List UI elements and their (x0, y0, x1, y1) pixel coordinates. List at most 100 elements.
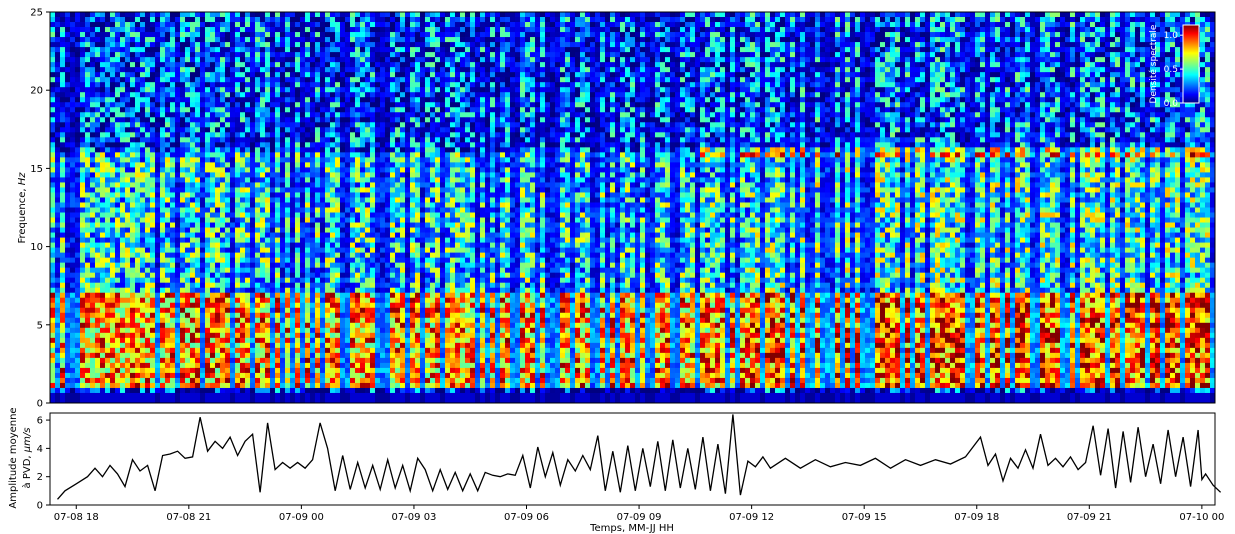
spectrogram-cell (150, 47, 156, 53)
spectrogram-cell (325, 212, 331, 218)
spectrogram-cell (215, 312, 221, 319)
spectrogram-cell (210, 312, 216, 319)
spectrogram-cell (75, 12, 81, 18)
spectrogram-cell (340, 127, 346, 133)
spectrogram-cell (140, 172, 146, 178)
spectrogram-cell (325, 227, 331, 233)
spectrogram-cell (335, 47, 341, 53)
spectrogram-cell (220, 157, 226, 163)
spectrogram-cell (270, 232, 276, 238)
spectrogram-cell (110, 172, 116, 178)
spectrogram-cell (215, 342, 221, 349)
spectrogram-cell (80, 272, 86, 279)
spectrogram-cell (155, 22, 161, 28)
spectrogram-cell (100, 47, 106, 53)
spectrogram-cell (270, 172, 276, 178)
spectrogram-cell (295, 372, 301, 379)
spectrogram-cell (300, 152, 306, 158)
spectrogram-cell (170, 22, 176, 28)
spectrogram-cell (170, 167, 176, 173)
spectrogram-cell (230, 47, 236, 53)
spectrogram-cell (75, 187, 81, 193)
spectrogram-cell (335, 222, 341, 228)
spectrogram-cell (130, 297, 136, 304)
spectrogram-cell (85, 157, 91, 163)
spectrogram-cell (110, 177, 116, 183)
spectrogram-cell (210, 307, 216, 314)
spectrogram-cell (70, 177, 76, 183)
spectrogram-cell (175, 382, 181, 389)
spectrogram-cell (80, 112, 86, 118)
spectrogram-cell (160, 312, 166, 319)
spectrogram-cell (335, 217, 341, 223)
spectrogram-cell (210, 187, 216, 193)
spectrogram-cell (310, 307, 316, 314)
spectrogram-cell (70, 17, 76, 23)
spectrogram-cell (140, 112, 146, 118)
spectrogram-cell (225, 127, 231, 133)
spectrogram-cell (110, 32, 116, 38)
spectrogram-cell (335, 42, 341, 48)
spectrogram-cell (190, 357, 196, 364)
spectrogram-cell (245, 67, 251, 73)
spectrogram-cell (290, 117, 296, 123)
spectrogram-cell (145, 397, 151, 404)
spectrogram-cell (100, 352, 106, 359)
spectrogram-cell (335, 32, 341, 38)
spectrogram-cell (95, 132, 101, 138)
spectrogram-cell (85, 107, 91, 113)
spectrogram-cell (65, 12, 71, 18)
spectrogram-cell (200, 217, 206, 223)
spectrogram-cell (270, 97, 276, 103)
spectrogram-cell (270, 362, 276, 369)
spectrogram-cell (60, 167, 66, 173)
spectrogram-cell (50, 72, 56, 78)
spectrogram-cell (185, 42, 191, 48)
spectrogram-cell (85, 122, 91, 128)
spectrogram-cell (300, 32, 306, 38)
spectrogram-cell (230, 302, 236, 309)
spectrogram-cell (340, 107, 346, 113)
spectrogram-cell (280, 12, 286, 18)
spectrogram-cell (260, 327, 266, 334)
spectrogram-cell (60, 272, 66, 279)
spectrogram-cell (80, 267, 86, 274)
spectrogram-cell (230, 322, 236, 329)
spectrogram-cell (190, 247, 196, 254)
spectrogram-cell (250, 237, 256, 243)
spectrogram-cell (190, 287, 196, 294)
spectrogram-cell (230, 367, 236, 374)
spectrogram-cell (280, 177, 286, 183)
spectrogram-cell (270, 347, 276, 354)
spectrogram-cell (100, 257, 106, 264)
spectrogram-cell (120, 52, 126, 58)
spectrogram-cell (170, 392, 176, 399)
spectrogram-cell (250, 357, 256, 364)
spectrogram-cell (295, 332, 301, 339)
spectrogram-cell (165, 382, 171, 389)
spectrogram-cell (150, 72, 156, 78)
spectrogram-cell (230, 57, 236, 63)
spectrogram-cell (65, 92, 71, 98)
spectrogram-cell (290, 162, 296, 168)
spectrogram-cell (50, 227, 56, 233)
spectrogram-cell (150, 357, 156, 364)
spectrogram-cell (345, 312, 351, 319)
spectrogram-cell (290, 342, 296, 349)
spectrogram-cell (245, 277, 251, 284)
spectrogram-cell (215, 12, 221, 18)
spectrogram-cell (340, 242, 346, 248)
spectrogram-cell (260, 232, 266, 238)
spectrogram-cell (310, 137, 316, 143)
spectrogram-cell (170, 242, 176, 248)
spectrogram-cell (105, 117, 111, 123)
spectrogram-cell (270, 112, 276, 118)
spectrogram-cell (280, 107, 286, 113)
spectrogram-cell (95, 272, 101, 279)
spectrogram-cell (240, 262, 246, 269)
spectrogram-cell (75, 362, 81, 369)
spectrogram-cell (95, 312, 101, 319)
spectrogram-cell (295, 127, 301, 133)
spectrogram-cell (85, 177, 91, 183)
spectrogram-cell (190, 47, 196, 53)
